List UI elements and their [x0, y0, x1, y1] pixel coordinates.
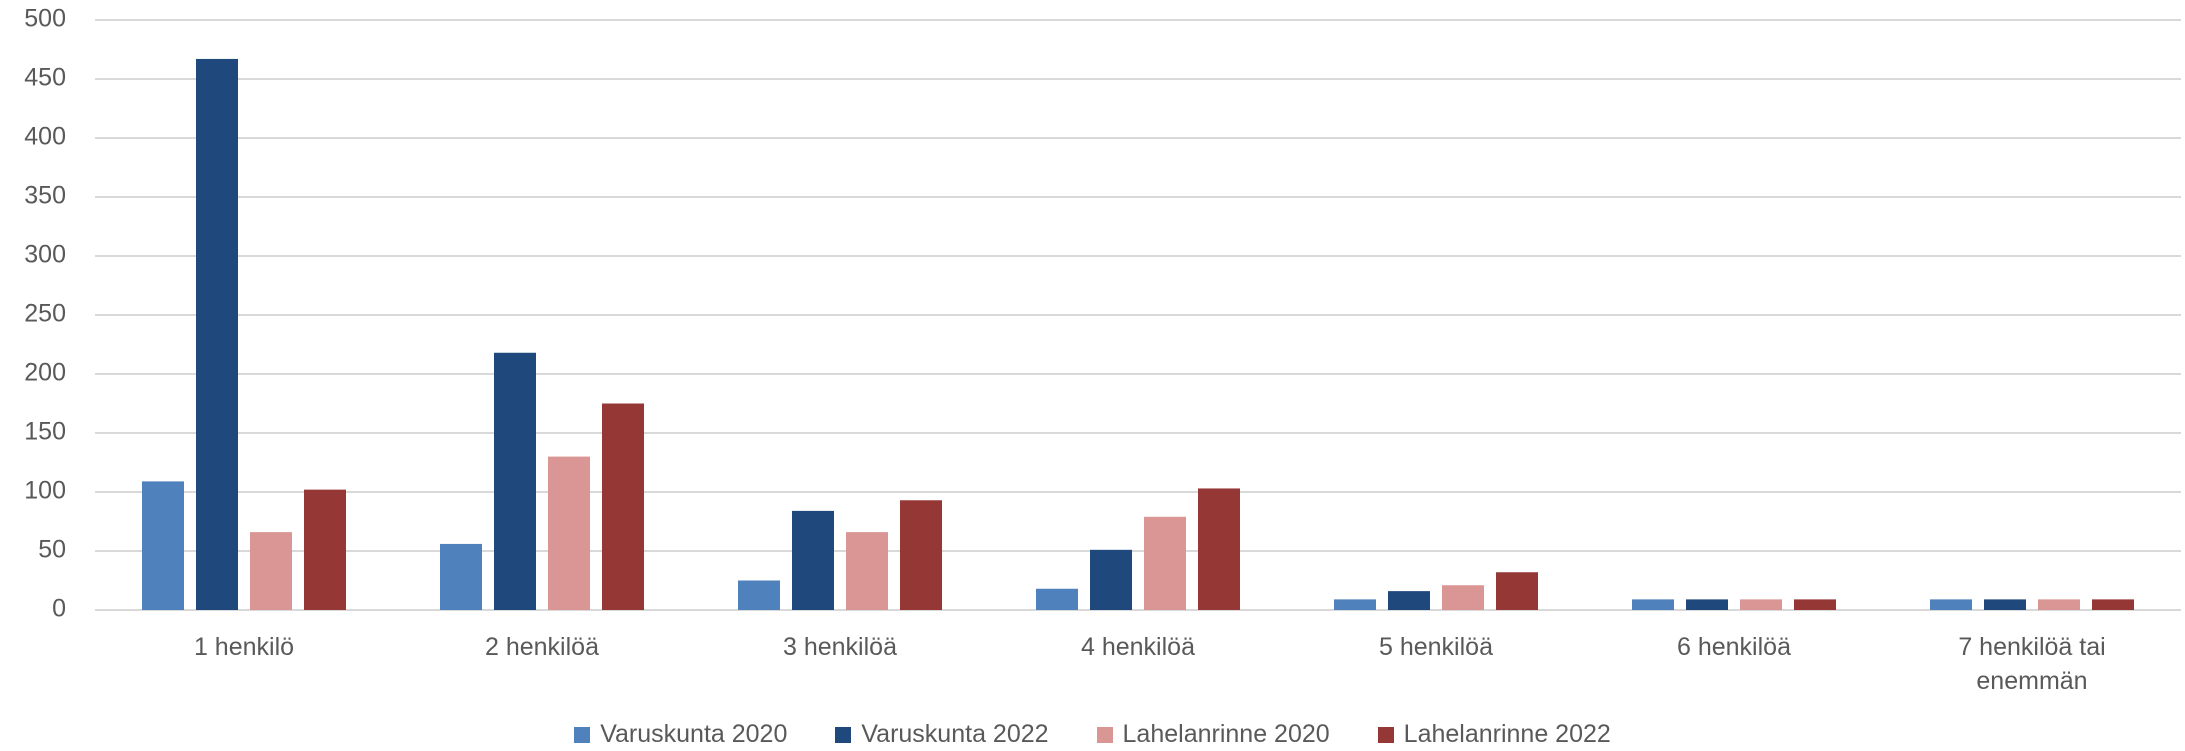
bar: [304, 489, 346, 610]
bar: [900, 500, 942, 610]
bar: [1686, 599, 1728, 610]
bar: [196, 58, 238, 610]
bar: [250, 532, 292, 610]
bar: [548, 456, 590, 610]
legend-swatch: [835, 726, 852, 743]
legend-label: Varuskunta 2022: [861, 720, 1049, 748]
y-tick-label: 100: [24, 477, 66, 505]
bar: [1144, 516, 1186, 610]
bar: [1388, 591, 1430, 610]
bar: [1496, 572, 1538, 610]
x-tick-label: 7 henkilöä tai enemmän: [1958, 633, 2106, 695]
y-tick-label: 50: [38, 536, 66, 564]
legend-label: Varuskunta 2020: [600, 720, 788, 748]
bar: [142, 481, 184, 610]
bar: [1740, 599, 1782, 610]
bar: [1794, 599, 1836, 610]
bar: [1632, 599, 1674, 610]
y-tick-label: 450: [24, 64, 66, 92]
legend-label: Lahelanrinne 2020: [1122, 720, 1330, 748]
legend-swatch: [1096, 726, 1113, 743]
y-tick-label: 150: [24, 418, 66, 446]
legend-item: Lahelanrinne 2022: [1377, 720, 1611, 749]
x-tick-label: 2 henkilöä: [485, 633, 599, 661]
x-tick-label: 3 henkilöä: [783, 633, 897, 661]
bar: [494, 352, 536, 610]
legend: Varuskunta 2020 Varuskunta 2022 Lahelanrin…: [0, 720, 2185, 749]
bar: [440, 543, 482, 610]
legend-label: Lahelanrinne 2022: [1403, 720, 1611, 748]
bar: [846, 532, 888, 610]
bar: [1198, 488, 1240, 610]
y-tick-label: 400: [24, 123, 66, 151]
x-tick-label: 6 henkilöä: [1677, 633, 1791, 661]
bar: [1334, 599, 1376, 610]
bar: [602, 403, 644, 610]
x-tick-label: 1 henkilö: [193, 633, 295, 661]
legend-item: Varuskunta 2020: [574, 720, 787, 749]
y-tick-label: 200: [24, 359, 66, 387]
legend-swatch: [574, 726, 591, 743]
y-tick-label: 350: [24, 182, 66, 210]
bar: [1036, 588, 1078, 610]
legend-item: Varuskunta 2022: [835, 720, 1049, 749]
x-tick-label: 5 henkilöä: [1379, 633, 1493, 661]
y-tick-label: 500: [24, 5, 66, 33]
bar: [1930, 599, 1972, 610]
y-tick-label: 250: [24, 300, 66, 328]
bar: [2092, 599, 2134, 610]
x-tick-label: 4 henkilöä: [1081, 633, 1195, 661]
bar: [2038, 599, 2080, 610]
bar: [1090, 549, 1132, 610]
bar: [792, 510, 834, 610]
bar: [1442, 585, 1484, 610]
y-tick-label: 0: [52, 595, 66, 623]
y-tick-label: 300: [24, 241, 66, 269]
bar: [1984, 599, 2026, 610]
bar: [738, 580, 780, 610]
legend-item: Lahelanrinne 2020: [1096, 720, 1330, 749]
legend-swatch: [1377, 726, 1394, 743]
